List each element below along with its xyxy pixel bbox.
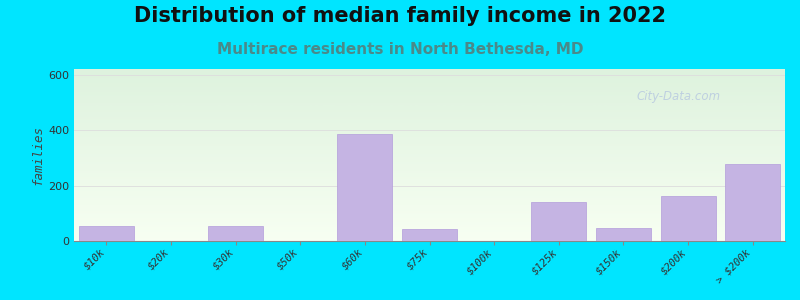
Bar — [208, 226, 263, 242]
Bar — [596, 228, 651, 242]
Bar — [402, 229, 457, 242]
Text: Distribution of median family income in 2022: Distribution of median family income in … — [134, 6, 666, 26]
Bar — [79, 226, 134, 242]
Y-axis label: families: families — [31, 125, 44, 185]
Bar — [531, 202, 586, 242]
Text: Multirace residents in North Bethesda, MD: Multirace residents in North Bethesda, M… — [217, 42, 583, 57]
Text: City-Data.com: City-Data.com — [637, 90, 721, 103]
Bar — [726, 164, 780, 242]
Bar — [661, 196, 715, 242]
Bar — [338, 134, 393, 242]
